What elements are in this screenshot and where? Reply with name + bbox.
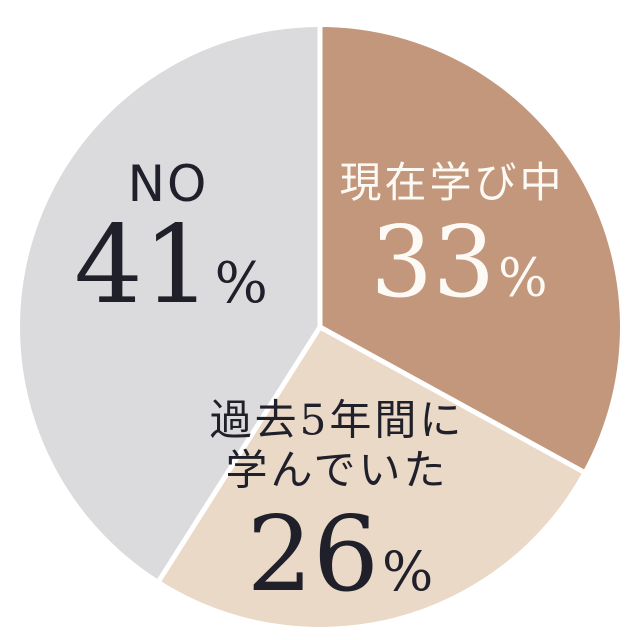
slice-separator xyxy=(157,325,323,582)
slice-label-currently-learning: 現在学び中 xyxy=(339,157,565,207)
slice-value-no: 41 % xyxy=(74,212,268,320)
percent-sign: % xyxy=(498,249,548,309)
slice-label-line-1: 過去5年間に xyxy=(209,395,465,445)
pie-slice-currently-learning xyxy=(320,27,620,472)
slice-label-no: NO xyxy=(127,155,209,213)
slice-value-number: 41 xyxy=(74,203,212,328)
slice-value-number: 33 xyxy=(370,206,496,320)
percent-sign: % xyxy=(214,251,268,316)
slice-value-number: 26 xyxy=(246,493,380,615)
slice-label-line-2: 学んでいた xyxy=(225,446,449,495)
slice-label-studied-past-5-years: 過去5年間に 学んでいた xyxy=(210,396,465,497)
percent-sign: % xyxy=(382,540,434,603)
slice-value-studied-past-5-years: 26 % xyxy=(247,502,434,606)
slice-value-currently-learning: 33 % xyxy=(370,214,547,312)
pie-slice-studied-past-5-years xyxy=(159,327,583,628)
slice-separator xyxy=(318,324,585,474)
